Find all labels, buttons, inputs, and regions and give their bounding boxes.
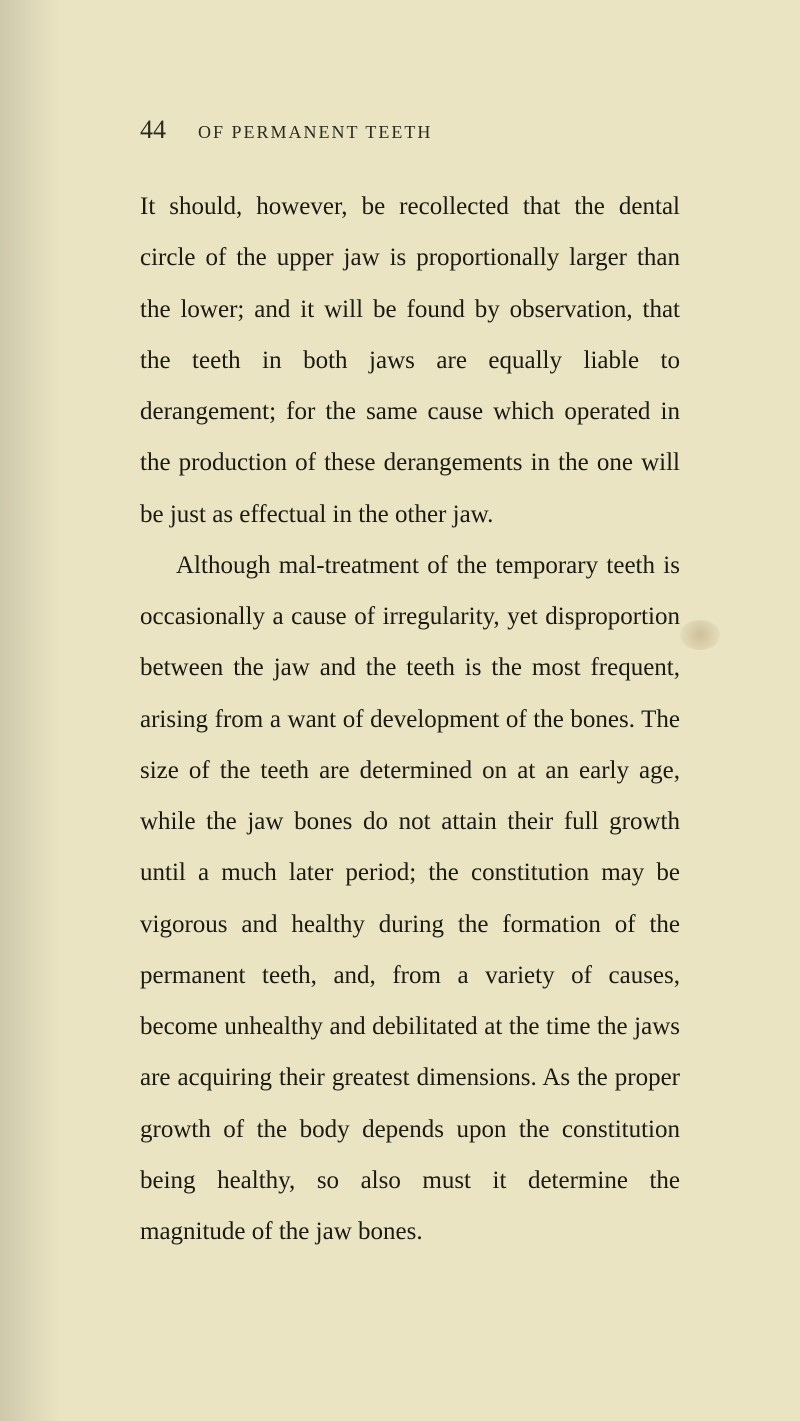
page-header: 44 OF PERMANENT TEETH <box>140 115 680 145</box>
paragraph-2: Although mal-treatment of the temporary … <box>140 540 680 1258</box>
page-content: 44 OF PERMANENT TEETH It should, however… <box>0 0 800 1317</box>
paragraph-1: It should, however, be recollected that … <box>140 181 680 540</box>
page-number: 44 <box>140 115 166 145</box>
running-title: OF PERMANENT TEETH <box>198 122 432 143</box>
body-text: It should, however, be recollected that … <box>140 181 680 1257</box>
